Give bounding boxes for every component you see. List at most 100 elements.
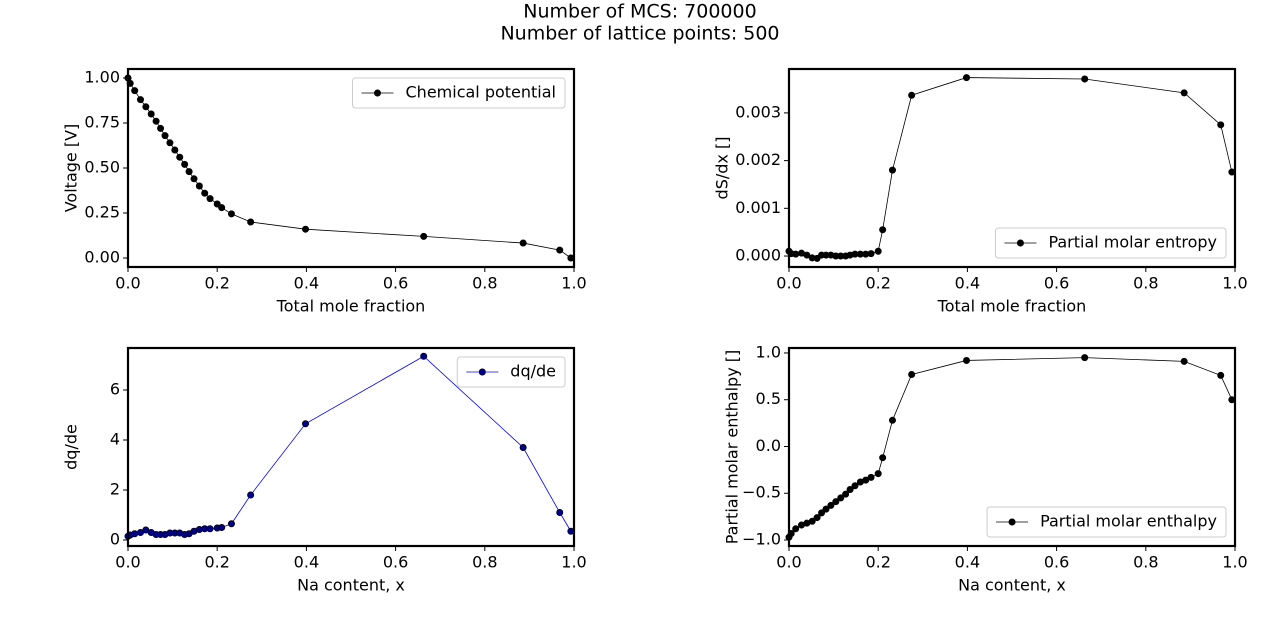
data-point [556, 508, 564, 516]
x-tick-label: 0.0 [115, 553, 140, 572]
data-point [908, 370, 916, 378]
data-point [206, 525, 214, 533]
y-tick-label: 1.0 [756, 342, 781, 361]
data-point [822, 505, 830, 513]
y-axis-label: dq/de [62, 424, 81, 470]
axes-frame [126, 67, 576, 269]
legend-label: Partial molar enthalpy [1040, 512, 1217, 531]
data-point [827, 501, 835, 509]
data-point [185, 168, 193, 176]
data-point [131, 87, 139, 95]
data-point [227, 520, 235, 528]
legend-label: Chemical potential [406, 83, 557, 102]
y-tick-label: 0.003 [735, 102, 781, 121]
data-point [874, 470, 882, 478]
x-tick-label: 0.2 [204, 553, 229, 572]
x-tick-label: 0.8 [1133, 553, 1158, 572]
legend-label: Partial molar entropy [1048, 233, 1217, 252]
legend: Partial molar entropy [994, 227, 1227, 259]
data-point [1081, 354, 1089, 362]
x-tick-label: 0.4 [294, 274, 319, 293]
x-tick-label: 0.4 [955, 553, 980, 572]
x-tick-label: 0.8 [472, 274, 497, 293]
y-tick-label: 0 [110, 530, 120, 549]
x-tick-label: 0.6 [383, 274, 408, 293]
x-tick-label: 1.0 [1222, 553, 1247, 572]
axes-frame [126, 346, 576, 548]
data-point [218, 204, 226, 212]
y-axis-label: dS/dx [] [713, 137, 732, 200]
data-point [1217, 371, 1225, 379]
y-tick-label: −0.5 [742, 483, 781, 502]
x-tick-label: 0.2 [865, 274, 890, 293]
y-tick-label: 0.5 [756, 389, 781, 408]
data-point [813, 514, 821, 522]
data-point [247, 491, 255, 499]
x-tick-label: 0.6 [1044, 553, 1069, 572]
figure-title: Number of MCS: 700000 [523, 1, 756, 23]
data-point [420, 352, 428, 360]
x-tick-label: 0.8 [1133, 274, 1158, 293]
legend-frame [994, 227, 1227, 259]
data-point [206, 195, 214, 203]
y-tick-label: 0.0 [756, 436, 781, 455]
axes-frame [787, 346, 1237, 548]
data-point [176, 153, 184, 161]
x-tick-label: 0.4 [955, 274, 980, 293]
x-tick-label: 0.4 [294, 553, 319, 572]
y-tick-label: 2 [110, 480, 120, 499]
x-tick-label: 0.2 [865, 553, 890, 572]
legend: Partial molar enthalpy [986, 506, 1227, 538]
x-tick-label: 0.6 [1044, 274, 1069, 293]
x-tick-label: 0.0 [776, 274, 801, 293]
data-point [420, 232, 428, 240]
y-tick-label: 0.50 [84, 158, 120, 177]
legend-label: dq/de [510, 362, 556, 381]
y-tick-label: 0.00 [84, 248, 120, 267]
data-point [879, 454, 887, 462]
x-tick-label: 0.0 [115, 274, 140, 293]
y-tick-label: 0.75 [84, 113, 120, 132]
data-point [227, 210, 235, 218]
data-point [1180, 357, 1188, 365]
axes-frame [787, 67, 1237, 269]
data-point [519, 443, 527, 451]
data-point [879, 226, 887, 234]
x-tick-label: 1.0 [561, 274, 586, 293]
legend-frame [352, 77, 566, 109]
legend: Chemical potential [352, 77, 566, 109]
data-point [142, 103, 150, 111]
legend-marker [1008, 518, 1016, 526]
data-point [147, 110, 155, 118]
y-axis-label: Partial molar enthalpy [] [723, 350, 742, 545]
data-point [556, 246, 564, 254]
data-point [302, 225, 310, 233]
data-point [1081, 75, 1089, 83]
data-point [190, 175, 198, 183]
figure-title: Number of lattice points: 500 [500, 23, 779, 45]
legend-marker [1016, 239, 1024, 247]
x-axis-label: Na content, x [958, 576, 1066, 595]
plot-area [124, 74, 575, 262]
data-point [195, 182, 203, 190]
data-point [874, 247, 882, 255]
x-tick-label: 1.0 [1222, 274, 1247, 293]
data-point [862, 476, 870, 484]
y-axis-label: Voltage [V] [62, 124, 81, 213]
x-tick-label: 1.0 [561, 553, 586, 572]
data-point [908, 91, 916, 99]
data-point [166, 139, 174, 147]
data-point [867, 250, 875, 258]
y-tick-label: 6 [110, 380, 120, 399]
data-point [963, 74, 971, 82]
y-tick-label: 0.002 [735, 150, 781, 169]
x-tick-label: 0.2 [204, 274, 229, 293]
x-tick-label: 0.6 [383, 553, 408, 572]
y-tick-label: 0.001 [735, 198, 781, 217]
data-point [867, 473, 875, 481]
legend: dq/de [456, 356, 566, 388]
legend-frame [986, 506, 1227, 538]
data-point [832, 498, 840, 506]
data-point [181, 160, 189, 168]
data-point [803, 251, 811, 259]
